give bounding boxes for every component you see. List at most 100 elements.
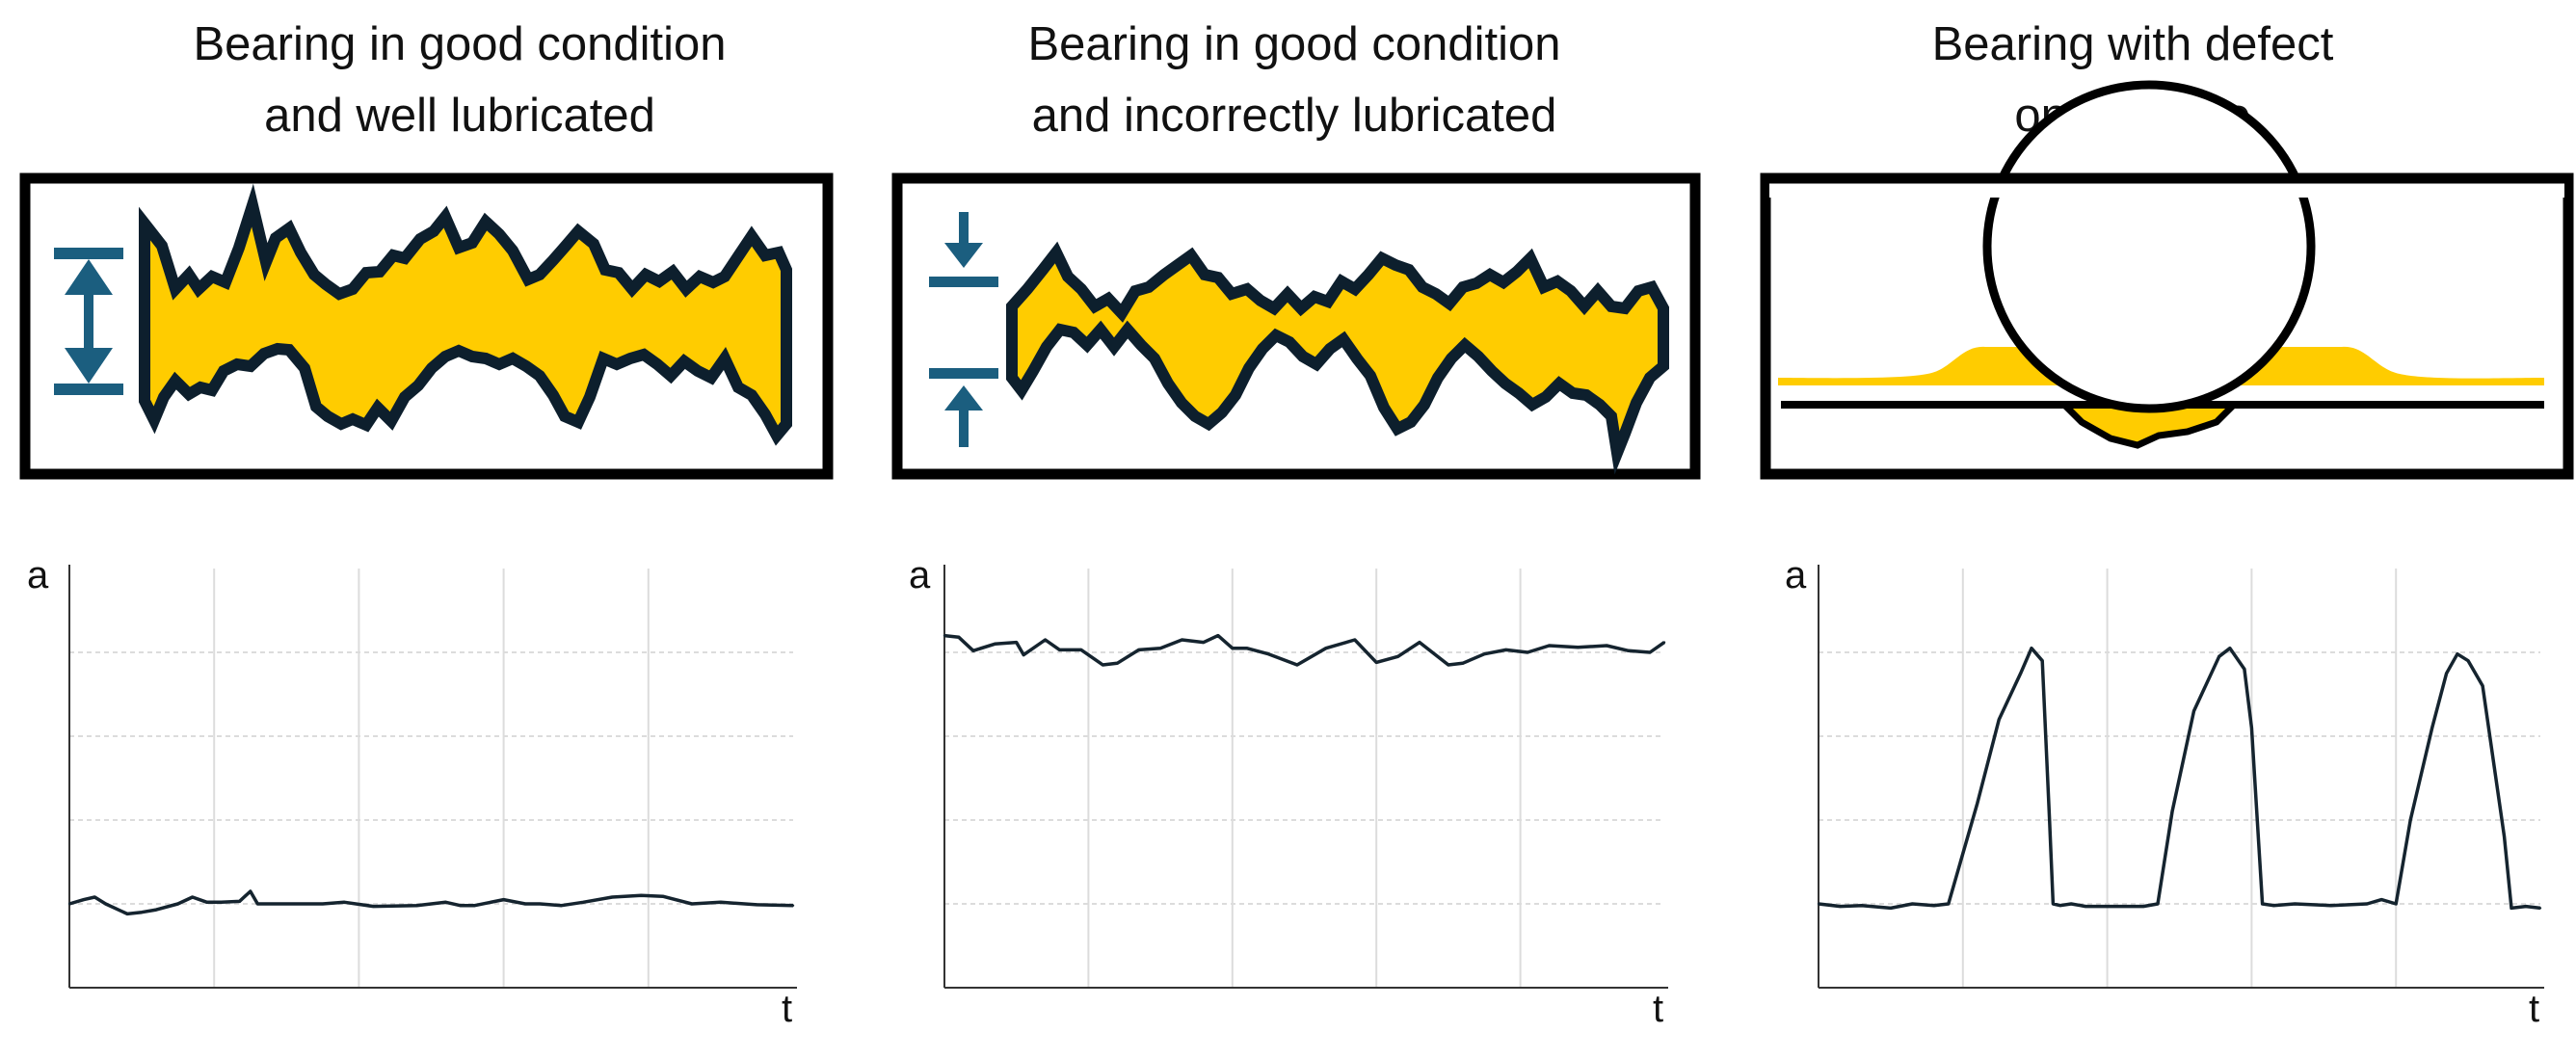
trace-point	[2141, 905, 2145, 908]
trace-point	[343, 901, 346, 904]
trace-point	[1324, 647, 1328, 649]
trace-point	[1418, 641, 1421, 644]
trace-point	[1648, 650, 1652, 654]
panel-1-chart: at	[27, 554, 797, 1030]
trace-point	[1158, 647, 1162, 649]
y-axis-label: a	[909, 554, 931, 596]
trace-point	[2456, 652, 2459, 655]
trace-point	[220, 901, 223, 904]
trace-point	[2243, 668, 2246, 671]
trace-point	[1245, 647, 1248, 649]
trace-point	[125, 913, 129, 915]
trace-point	[1998, 718, 2001, 721]
trace-point	[1577, 646, 1580, 649]
panel-2-chart: at	[909, 554, 1668, 1030]
trace-point	[2445, 672, 2448, 675]
trace-point	[1606, 644, 1608, 648]
trace-point	[2366, 902, 2369, 906]
rolling-element-ball	[1982, 80, 2316, 413]
trace-point	[1932, 904, 1936, 907]
lubricant-film-thick	[139, 183, 792, 446]
trace-point	[1662, 641, 1666, 644]
trace-point	[2538, 907, 2542, 910]
trace-point	[943, 634, 946, 637]
trace-point	[1526, 650, 1529, 654]
trace-point	[238, 900, 241, 903]
trace-point	[2503, 835, 2506, 838]
panel-2-title-line-2: and incorrectly lubricated	[1032, 90, 1557, 142]
trace-point	[2106, 905, 2109, 908]
acceleration-trace	[68, 889, 794, 916]
trace-point	[2261, 902, 2264, 906]
trace-point	[2084, 905, 2087, 908]
trace-point	[2041, 659, 2044, 662]
y-axis-label: a	[27, 554, 49, 596]
trace-point	[1447, 663, 1450, 667]
trace-point	[2294, 902, 2297, 906]
trace-point	[154, 908, 158, 912]
trace-point	[2380, 898, 2383, 901]
trace-point	[611, 895, 614, 899]
trace-point	[2250, 727, 2253, 729]
trace-point	[1015, 641, 1018, 644]
panel-2-title-line-1: Bearing in good condition	[1027, 18, 1560, 70]
y-axis-label: a	[1785, 554, 1807, 596]
trace-point	[582, 901, 585, 904]
panel-2-illustration	[891, 172, 1701, 480]
trace-point	[957, 636, 961, 639]
trace-point	[176, 902, 179, 906]
trace-point	[2019, 672, 2022, 675]
trace-point	[1461, 662, 1465, 665]
compression-arrows-icon	[929, 212, 998, 447]
panel-1-illustration	[19, 172, 834, 480]
race-defect-pit	[2056, 401, 2243, 449]
trace-point	[1504, 649, 1507, 651]
trace-point	[1022, 653, 1025, 656]
panel-3-chart: at	[1785, 554, 2544, 1030]
trace-point	[1202, 641, 1206, 644]
trace-point	[2170, 810, 2174, 813]
trace-point	[1231, 647, 1235, 649]
panel-1-title-line-2: and well lubricated	[264, 90, 655, 142]
trace-point	[2430, 727, 2433, 729]
trace-point	[539, 902, 542, 906]
trace-point	[2409, 818, 2412, 822]
panel-titles: Bearing in good condition and well lubri…	[193, 18, 2333, 142]
panel-3-title-line-1: Bearing with defect	[1932, 18, 2334, 70]
trace-point	[1353, 638, 1357, 642]
trace-point	[2510, 907, 2513, 910]
trace-point	[2481, 684, 2484, 687]
trace-point	[1860, 904, 1864, 907]
trace-point	[2271, 904, 2275, 907]
trace-point	[523, 902, 527, 906]
trace-point	[2052, 902, 2055, 906]
trace-point	[994, 643, 996, 646]
trace-point	[791, 904, 795, 907]
trace-point	[1137, 649, 1140, 651]
trace-point	[2058, 904, 2062, 907]
trace-point	[1911, 902, 1914, 906]
trace-point	[444, 901, 447, 904]
trace-point	[502, 898, 505, 901]
trace-point	[2048, 818, 2051, 822]
trace-point	[1627, 649, 1630, 652]
trace-point	[756, 903, 758, 907]
trace-point	[140, 911, 144, 913]
trace-point	[205, 901, 208, 904]
trace-point	[661, 895, 664, 898]
trace-point	[1548, 644, 1551, 648]
trace-point	[1116, 662, 1119, 665]
trace-point	[1267, 652, 1270, 655]
trace-point	[1483, 652, 1486, 655]
trace-point	[82, 898, 86, 901]
trace-point	[2217, 655, 2220, 658]
trace-point	[1375, 661, 1378, 664]
trace-point	[560, 904, 563, 907]
trace-point	[93, 895, 96, 899]
trace-point	[191, 895, 194, 899]
x-axis-label: t	[1653, 988, 1663, 1030]
trace-point	[971, 649, 975, 652]
expansion-arrows-icon	[54, 248, 123, 395]
trace-point	[2395, 902, 2398, 906]
